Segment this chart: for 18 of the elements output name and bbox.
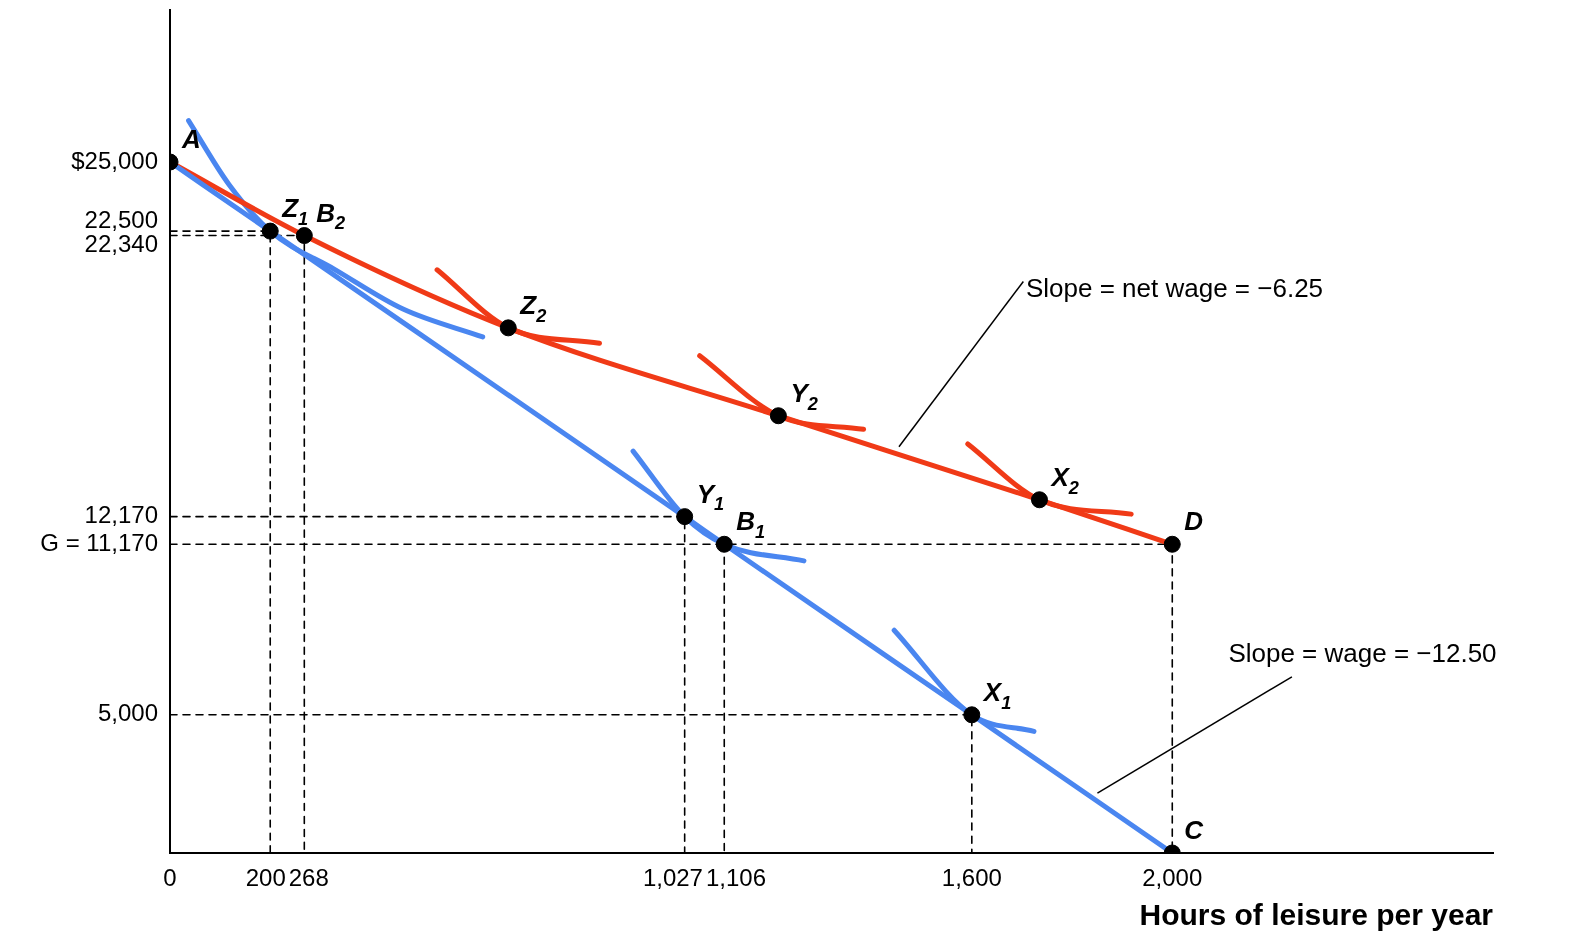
annotation: A xyxy=(181,124,201,155)
y-tick-label: $25,000 xyxy=(71,146,158,174)
annotation: D xyxy=(1184,506,1204,537)
y-tick-label: G = 11,170 xyxy=(40,528,158,556)
annotation: C xyxy=(1184,815,1205,845)
annotation: Slope = net wage = −6.25 xyxy=(1025,272,1324,303)
annotation: Slope = wage = −12.50 xyxy=(1228,637,1497,668)
x-tick-label: 2,000 xyxy=(1142,863,1203,891)
x-tick-label: 200 xyxy=(245,863,286,891)
x-tick-label: 1,106 xyxy=(705,863,767,891)
x-tick-label: 268 xyxy=(288,863,329,891)
y-tick-label: 12,170 xyxy=(84,501,158,529)
y-tick-label: 5,000 xyxy=(97,699,158,727)
x-tick-label: 1,600 xyxy=(941,863,1002,891)
x-axis-title: Hours of leisure per year xyxy=(1139,898,1494,932)
x-tick-label: 0 xyxy=(163,863,177,891)
x-tick-label: 1,027 xyxy=(642,863,703,891)
y-tick-label: 22,500 xyxy=(84,205,158,233)
